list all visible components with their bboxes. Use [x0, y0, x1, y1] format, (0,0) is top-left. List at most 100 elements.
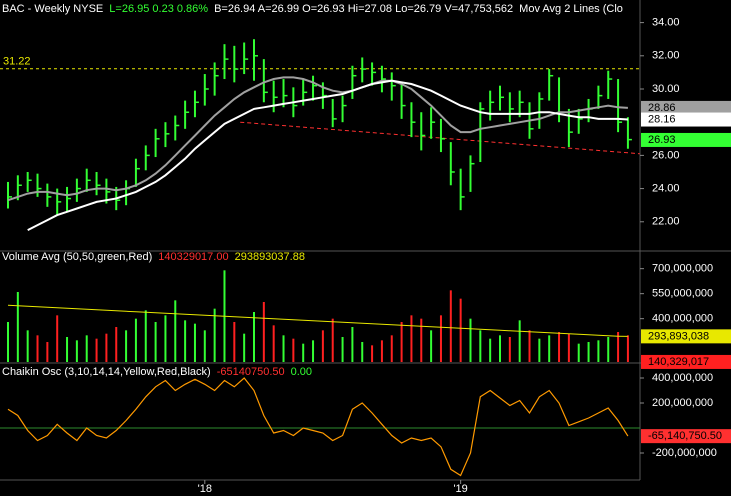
volume-bar — [469, 318, 472, 362]
y-tick-label: 30.00 — [652, 83, 680, 95]
volume-bar — [272, 325, 275, 362]
volume-bar — [292, 338, 295, 362]
volume-bar — [577, 343, 580, 362]
volume-bar — [439, 315, 442, 362]
volume-bar — [302, 343, 305, 362]
legend-text: 293893037.88 — [235, 251, 305, 263]
value-box-label: 28.16 — [648, 113, 676, 125]
legend-text: -65140750.50 — [217, 366, 285, 378]
reference-label: 31.22 — [3, 56, 31, 68]
volume-bar — [16, 292, 19, 362]
volume-bar — [282, 335, 285, 362]
y-tick-label: 26.00 — [652, 149, 680, 161]
volume-bar — [331, 318, 334, 362]
x-tick-label: '19 — [453, 483, 467, 495]
y-tick-label: 32.00 — [652, 50, 680, 62]
volume-bar — [144, 310, 147, 362]
volume-bar — [587, 342, 590, 362]
volume-bar — [243, 333, 246, 362]
volume-bar — [125, 330, 128, 362]
y-tick-label: 550,000,000 — [652, 288, 713, 300]
volume-bar — [548, 335, 551, 362]
volume-bar — [7, 322, 9, 362]
legend-text: Mov Avg 2 Lines (Clo — [519, 3, 623, 15]
volume-bar — [95, 338, 98, 362]
value-box — [641, 112, 731, 127]
volume-bar — [410, 315, 413, 362]
y-tick-label: 24.00 — [652, 182, 680, 194]
volume-bar — [203, 330, 206, 362]
value-box — [641, 429, 731, 444]
volume-bar — [193, 323, 196, 362]
volume-bar — [597, 340, 600, 362]
volume-bar — [459, 298, 462, 362]
volume-bar — [508, 337, 511, 362]
volume-bar — [46, 342, 49, 362]
y-tick-label: 22.00 — [652, 216, 680, 228]
legend-text: 140329017.00 — [158, 251, 228, 263]
value-box — [641, 100, 731, 115]
volume-bar — [321, 330, 324, 362]
volume-bar — [371, 345, 374, 362]
volume-bar — [66, 337, 69, 362]
volume-bar — [489, 338, 492, 362]
volume-bar — [312, 340, 315, 362]
volume-bar — [213, 308, 216, 362]
legend-text: 0.00 — [291, 366, 312, 378]
volume-bar — [400, 322, 403, 362]
legend-text: BAC - Weekly NYSE — [2, 3, 103, 15]
value-box — [641, 329, 731, 344]
value-box-label: 293,893,038 — [648, 330, 709, 342]
volume-bar — [499, 335, 501, 362]
volume-bar — [164, 315, 167, 362]
value-box-label: 26.93 — [648, 134, 676, 146]
legend-text: L=26.95 0.23 0.86% — [109, 3, 208, 15]
volume-bar — [341, 337, 344, 362]
value-box-label: 28.86 — [648, 102, 676, 114]
volume-bar — [75, 340, 78, 362]
legend-text: Volume Avg (50,50,green,Red) — [2, 251, 152, 263]
volume-bar — [528, 330, 531, 362]
volume-bar — [626, 335, 629, 362]
moving-average — [7, 76, 628, 202]
y-tick-label: 200,000,000 — [652, 397, 713, 409]
volume-bar — [538, 338, 541, 362]
volume-bar — [390, 335, 393, 362]
moving-average — [27, 79, 628, 231]
volume-bar — [479, 330, 482, 362]
trend-line — [240, 121, 640, 155]
volume-bar — [351, 327, 354, 362]
volume-bar — [380, 340, 383, 362]
volume-bar — [233, 322, 236, 362]
volume-bar — [26, 330, 29, 362]
volume-bar — [262, 302, 265, 362]
volume-bar — [607, 337, 610, 362]
volume-bar — [134, 318, 137, 362]
volume-bar — [253, 312, 255, 362]
volume-bar — [154, 322, 157, 362]
volume-bar — [36, 335, 39, 362]
value-box-label: -65,140,750.50 — [648, 430, 722, 442]
x-tick-label: '18 — [198, 483, 212, 495]
value-box — [641, 132, 731, 147]
y-tick-label: 700,000,000 — [652, 263, 713, 275]
volume-average — [7, 304, 628, 337]
y-tick-label: 400,000,000 — [652, 372, 713, 384]
volume-bar — [115, 327, 118, 362]
legend-text: B=26.94 A=26.99 O=26.93 Hi=27.08 Lo=26.7… — [214, 3, 513, 15]
volume-bar — [567, 333, 570, 362]
volume-bar — [617, 332, 620, 362]
value-box-label: 140,329,017 — [648, 356, 709, 368]
volume-bar — [184, 320, 187, 362]
y-tick-label: 34.00 — [652, 17, 680, 29]
volume-bar — [518, 320, 521, 362]
volume-bar — [361, 342, 364, 362]
value-box — [641, 354, 731, 369]
legend-text: Chaikin Osc (3,10,14,14,Yellow,Red,Black… — [2, 366, 211, 378]
y-tick-label: -200,000,000 — [652, 447, 717, 459]
volume-bar — [56, 315, 59, 362]
volume-bar — [174, 300, 177, 362]
oscillator-line — [7, 377, 629, 477]
